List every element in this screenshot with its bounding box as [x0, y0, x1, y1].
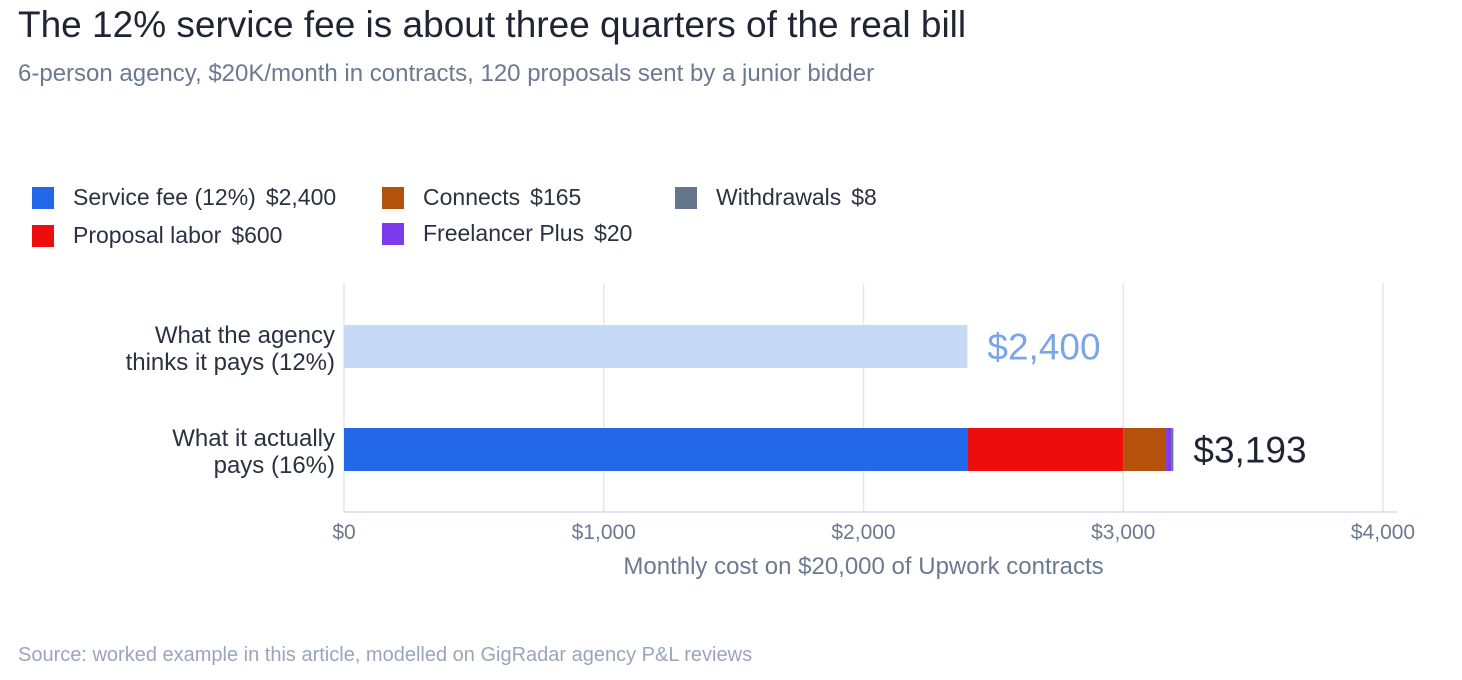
- legend-swatch: [382, 186, 404, 209]
- legend-value: $165: [530, 184, 582, 210]
- bar-segment: [1123, 428, 1167, 471]
- legend-value: $20: [594, 220, 633, 246]
- category-label: pays (16%): [214, 452, 335, 479]
- x-tick-label: $0: [332, 521, 355, 544]
- legend-swatch: [32, 186, 54, 209]
- legend-value: $600: [231, 222, 283, 248]
- data-label-total: $3,193: [1193, 430, 1306, 471]
- legend-value: $2,400: [265, 184, 337, 210]
- x-tick-label: $3,000: [1091, 521, 1155, 544]
- legend-value: $8: [851, 184, 877, 210]
- x-tick-label: $4,000: [1351, 521, 1415, 544]
- bar-segment: [1171, 428, 1174, 471]
- legend-item: Proposal labor $600: [32, 222, 282, 249]
- data-label-baseline: $2,400: [987, 327, 1100, 368]
- legend-label: Withdrawals: [716, 184, 842, 210]
- chart-legend: Service fee (12%) $2,400 Proposal labor $60…: [32, 184, 1032, 264]
- x-axis-title: Monthly cost on $20,000 of Upwork contra…: [623, 553, 1103, 580]
- chart-subtitle: 6-person agency, $20K/month in contracts…: [18, 60, 875, 87]
- x-tick-label: $2,000: [831, 521, 895, 544]
- x-tick-label: $1,000: [572, 521, 636, 544]
- category-label: What it actually: [172, 425, 335, 452]
- source-note: Source: worked example in this article, …: [18, 644, 753, 666]
- legend-label: Service fee (12%): [73, 184, 256, 210]
- category-label: thinks it pays (12%): [126, 349, 335, 376]
- legend-item: Service fee (12%) $2,400: [32, 184, 336, 211]
- bar-baseline: [344, 325, 968, 368]
- bar-segment: [967, 428, 1124, 471]
- legend-item: Withdrawals $8: [675, 184, 877, 211]
- legend-label: Connects: [423, 184, 521, 210]
- legend-swatch: [675, 186, 697, 209]
- bar-chart: $0 $1,000 $2,000 $3,000 $4,000 Monthly cost o…: [126, 283, 1415, 580]
- legend-swatch: [382, 222, 404, 245]
- legend-item: Connects $165: [382, 184, 581, 211]
- bar-segment: [1166, 428, 1172, 471]
- legend-label: Freelancer Plus: [423, 220, 585, 246]
- legend-item: Freelancer Plus $20: [382, 220, 632, 247]
- chart-title: The 12% service fee is about three quart…: [18, 4, 967, 45]
- legend-swatch: [32, 224, 54, 247]
- legend-label: Proposal labor: [73, 222, 222, 248]
- bar-segment: [344, 428, 968, 471]
- category-label: What the agency: [155, 322, 335, 349]
